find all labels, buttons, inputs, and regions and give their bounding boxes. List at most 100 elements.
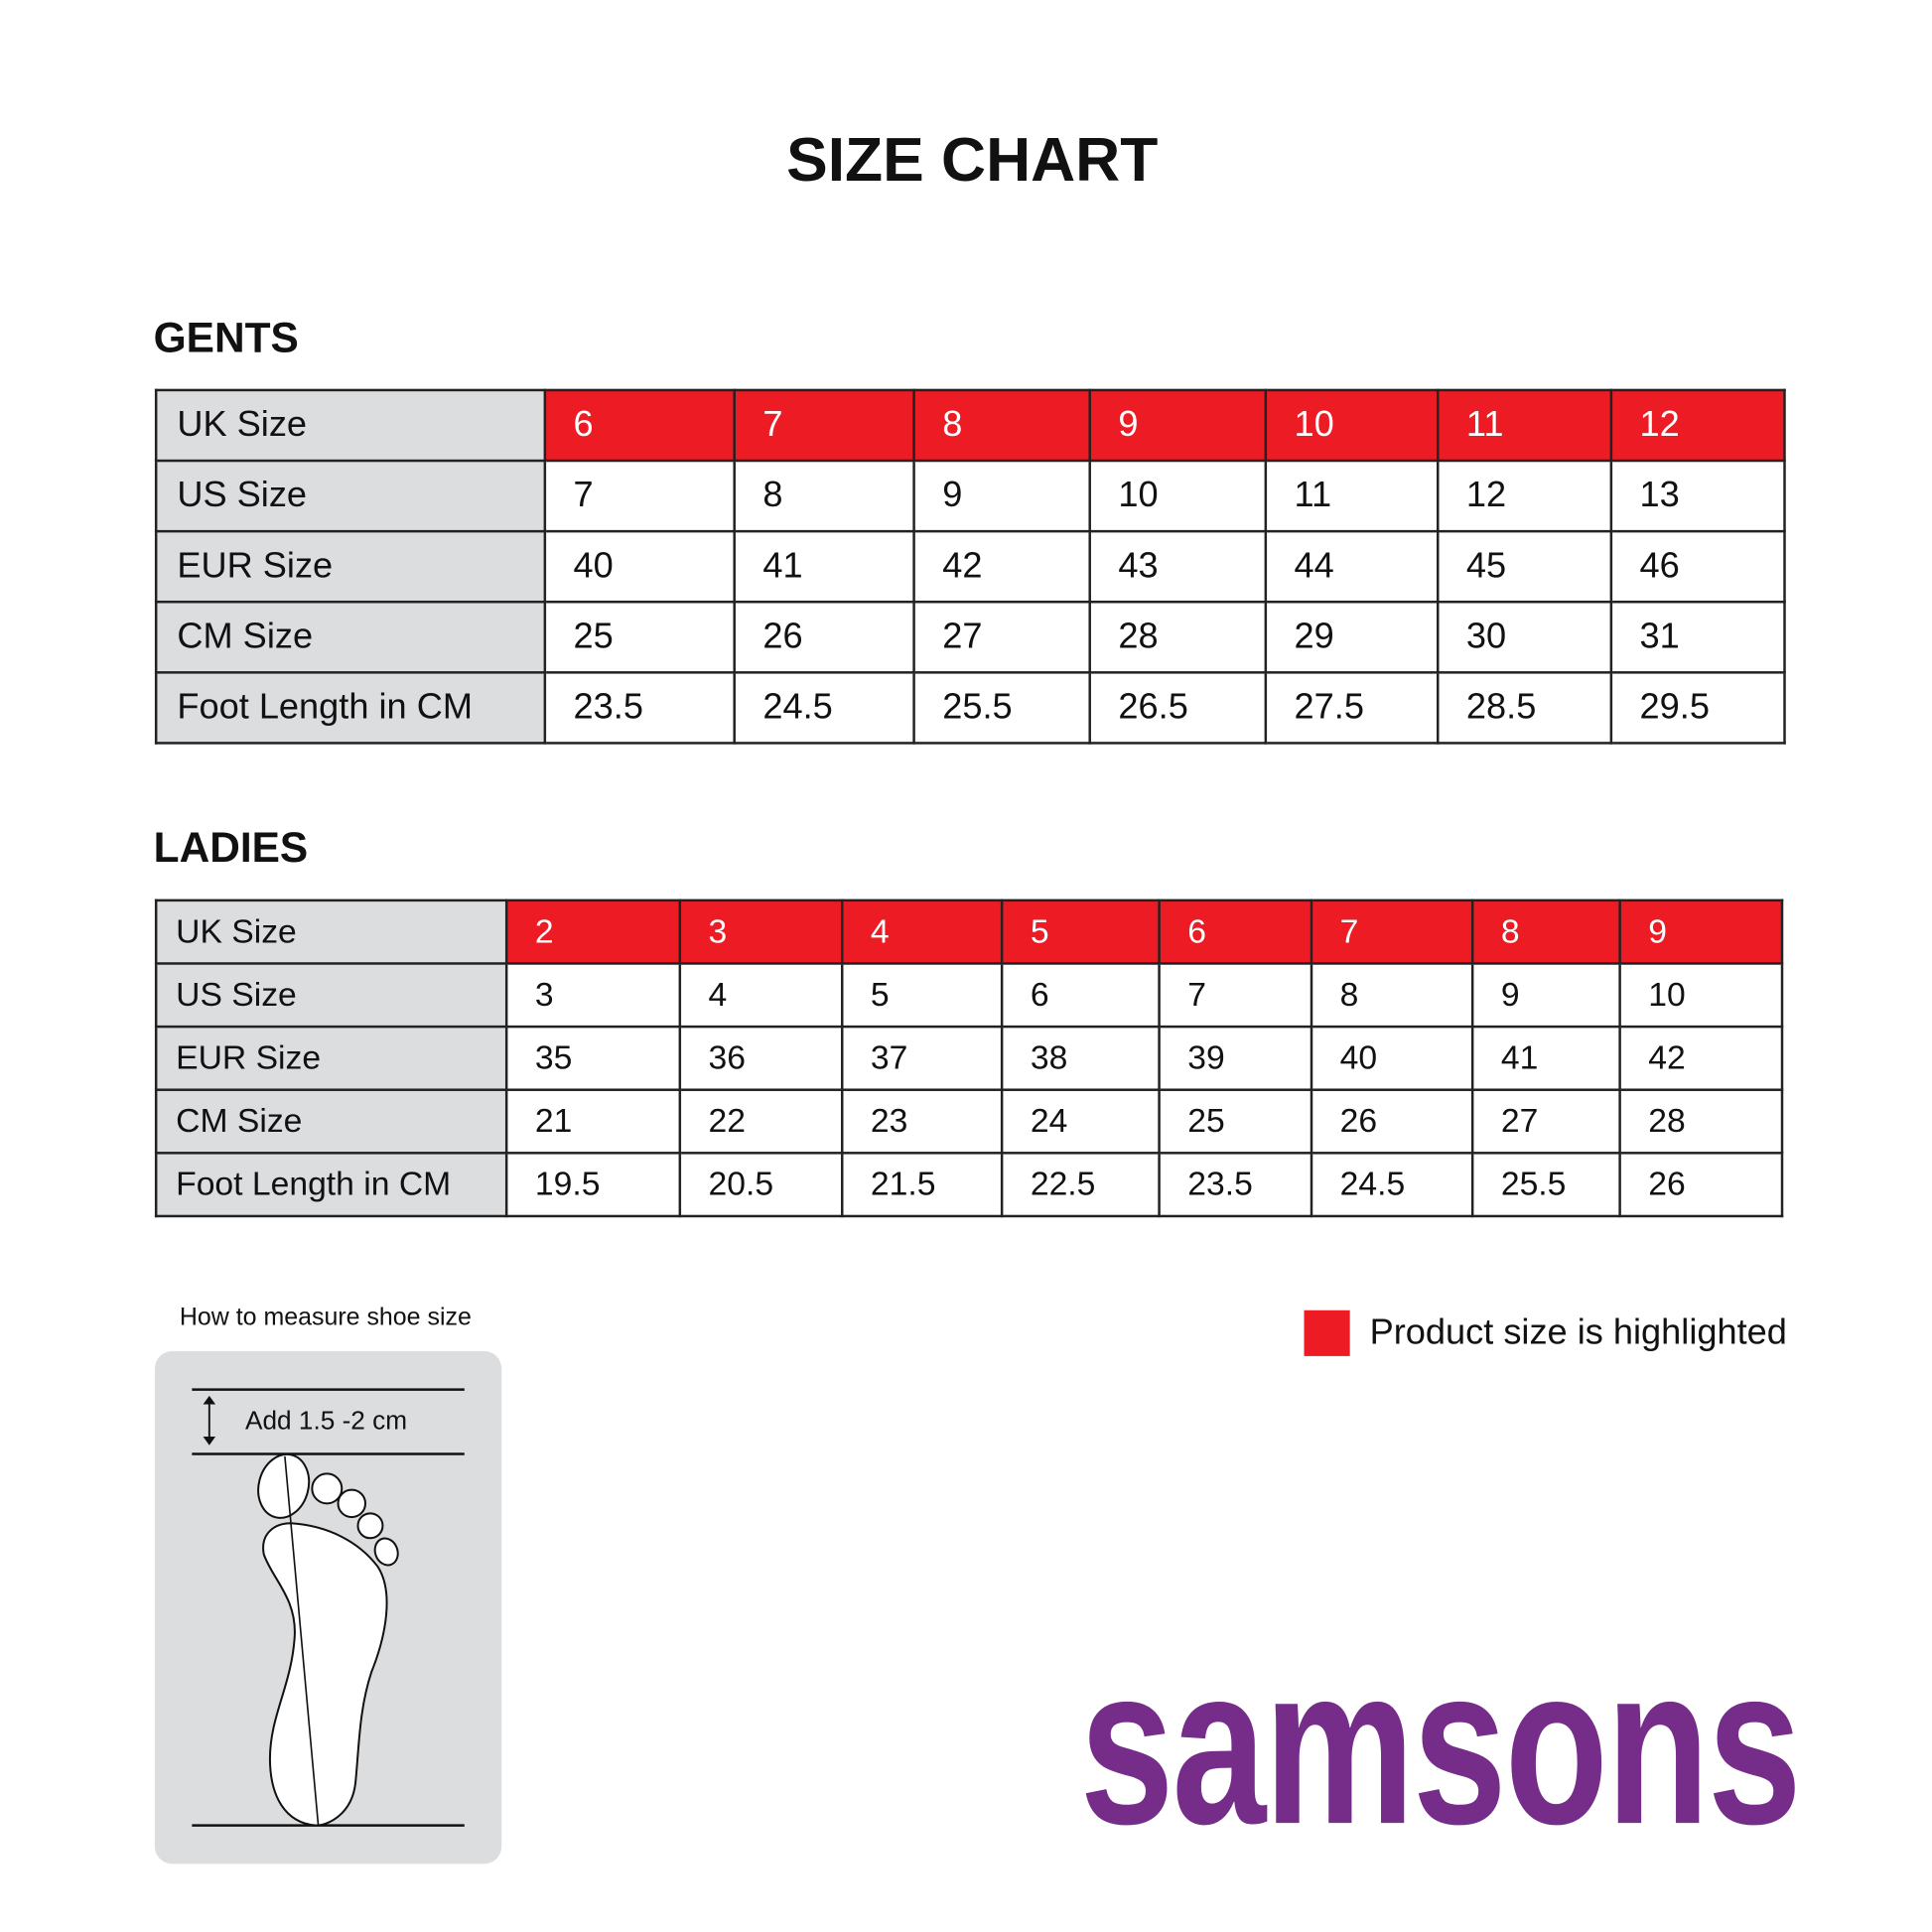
samsons-logo: samsons — [1079, 1618, 1802, 1871]
size-cell: 8 — [733, 459, 915, 533]
size-cell: 42 — [912, 529, 1091, 604]
size-cell: 12 — [1609, 388, 1786, 463]
size-cell: 41 — [1470, 1025, 1621, 1091]
size-cell: 26 — [1618, 1152, 1784, 1218]
size-row: Foot Length in CM 23.5 24.5 25.5 26.5 27.5 28.… — [154, 671, 1786, 745]
size-cell: 26 — [1310, 1088, 1474, 1155]
row-label: US Size — [154, 962, 508, 1029]
size-cell: 11 — [1436, 388, 1613, 463]
row-label: US Size — [154, 459, 547, 533]
size-cell: 5 — [1000, 898, 1161, 965]
highlight-legend-text: Product size is highlighted — [1369, 1312, 1787, 1353]
row-label: Foot Length in CM — [154, 671, 547, 745]
gents-size-table: UK Size 6 7 8 9 10 11 12 US Size 7 8 9 10 11 12 13 EUR S… — [154, 388, 1786, 745]
size-cell: 24 — [1000, 1088, 1161, 1155]
size-cell: 25 — [1158, 1088, 1313, 1155]
size-cell: 25.5 — [912, 671, 1091, 745]
size-cell: 38 — [1000, 1025, 1161, 1091]
size-row: UK Size 6 7 8 9 10 11 12 — [154, 388, 1786, 463]
size-cell: 8 — [1470, 898, 1621, 965]
size-cell: 25 — [543, 600, 736, 674]
row-label: EUR Size — [154, 1025, 508, 1091]
size-row: US Size 7 8 9 10 11 12 13 — [154, 459, 1786, 533]
size-cell: 21 — [504, 1088, 682, 1155]
size-cell: 7 — [543, 459, 736, 533]
size-cell: 40 — [543, 529, 736, 604]
size-cell: 28.5 — [1436, 671, 1613, 745]
size-row: EUR Size 35 36 37 38 39 40 41 42 — [154, 1025, 1784, 1091]
size-cell: 40 — [1310, 1025, 1474, 1091]
size-cell: 21.5 — [840, 1152, 1004, 1218]
size-cell: 26 — [733, 600, 915, 674]
size-cell: 7 — [1310, 898, 1474, 965]
size-cell: 3 — [678, 898, 844, 965]
size-cell: 24.5 — [733, 671, 915, 745]
size-cell: 8 — [1310, 962, 1474, 1029]
size-cell: 19.5 — [504, 1152, 682, 1218]
size-cell: 8 — [912, 388, 1091, 463]
row-label: Foot Length in CM — [154, 1152, 508, 1218]
size-cell: 10 — [1264, 388, 1440, 463]
size-cell: 24.5 — [1310, 1152, 1474, 1218]
size-cell: 6 — [1158, 898, 1313, 965]
size-cell: 6 — [543, 388, 736, 463]
size-cell: 42 — [1618, 1025, 1784, 1091]
ladies-size-table: UK Size 2 3 4 5 6 7 8 9 US Size 3 4 5 6 7 8 9 10 EUR Size 3… — [154, 898, 1784, 1218]
size-cell: 26.5 — [1088, 671, 1268, 745]
size-cell: 13 — [1609, 459, 1786, 533]
size-cell: 12 — [1436, 459, 1613, 533]
size-cell: 29.5 — [1609, 671, 1786, 745]
row-label: UK Size — [154, 388, 547, 463]
add-allowance-text: Add 1.5 -2 cm — [244, 1407, 408, 1436]
row-label: CM Size — [154, 1088, 508, 1155]
size-row: EUR Size 40 41 42 43 44 45 46 — [154, 529, 1786, 604]
size-cell: 23 — [840, 1088, 1004, 1155]
size-cell: 11 — [1264, 459, 1440, 533]
size-cell: 7 — [733, 388, 915, 463]
size-cell: 35 — [504, 1025, 682, 1091]
page-title: SIZE CHART — [786, 124, 1159, 195]
size-cell: 27.5 — [1264, 671, 1440, 745]
size-cell: 22 — [678, 1088, 844, 1155]
size-cell: 4 — [678, 962, 844, 1029]
size-cell: 4 — [840, 898, 1004, 965]
size-cell: 3 — [504, 962, 682, 1029]
size-row: CM Size 21 22 23 24 25 26 27 28 — [154, 1088, 1784, 1155]
size-cell: 9 — [912, 459, 1091, 533]
gents-heading: GENTS — [153, 314, 299, 362]
size-cell: 22.5 — [1000, 1152, 1161, 1218]
size-cell: 9 — [1088, 388, 1268, 463]
size-cell: 37 — [840, 1025, 1004, 1091]
row-label: UK Size — [154, 898, 508, 965]
size-cell: 7 — [1158, 962, 1313, 1029]
size-row: Foot Length in CM 19.5 20.5 21.5 22.5 23.5 24.… — [154, 1152, 1784, 1218]
size-cell: 43 — [1088, 529, 1268, 604]
size-cell: 10 — [1088, 459, 1268, 533]
row-label: EUR Size — [154, 529, 547, 604]
size-cell: 9 — [1470, 962, 1621, 1029]
size-cell: 23.5 — [543, 671, 736, 745]
size-cell: 41 — [733, 529, 915, 604]
ladies-heading: LADIES — [153, 824, 309, 873]
size-cell: 25.5 — [1470, 1152, 1621, 1218]
measure-panel — [154, 1350, 502, 1864]
measure-title: How to measure shoe size — [179, 1304, 472, 1331]
size-cell: 28 — [1088, 600, 1268, 674]
size-cell: 27 — [912, 600, 1091, 674]
size-row: US Size 3 4 5 6 7 8 9 10 — [154, 962, 1784, 1029]
size-cell: 6 — [1000, 962, 1161, 1029]
size-cell: 10 — [1618, 962, 1784, 1029]
size-cell: 23.5 — [1158, 1152, 1313, 1218]
size-row: CM Size 25 26 27 28 29 30 31 — [154, 600, 1786, 674]
size-cell: 28 — [1618, 1088, 1784, 1155]
size-cell: 27 — [1470, 1088, 1621, 1155]
size-cell: 30 — [1436, 600, 1613, 674]
size-cell: 29 — [1264, 600, 1440, 674]
size-cell: 20.5 — [678, 1152, 844, 1218]
size-cell: 9 — [1618, 898, 1784, 965]
size-cell: 39 — [1158, 1025, 1313, 1091]
size-cell: 44 — [1264, 529, 1440, 604]
highlight-legend-swatch — [1304, 1310, 1350, 1356]
size-cell: 45 — [1436, 529, 1613, 604]
